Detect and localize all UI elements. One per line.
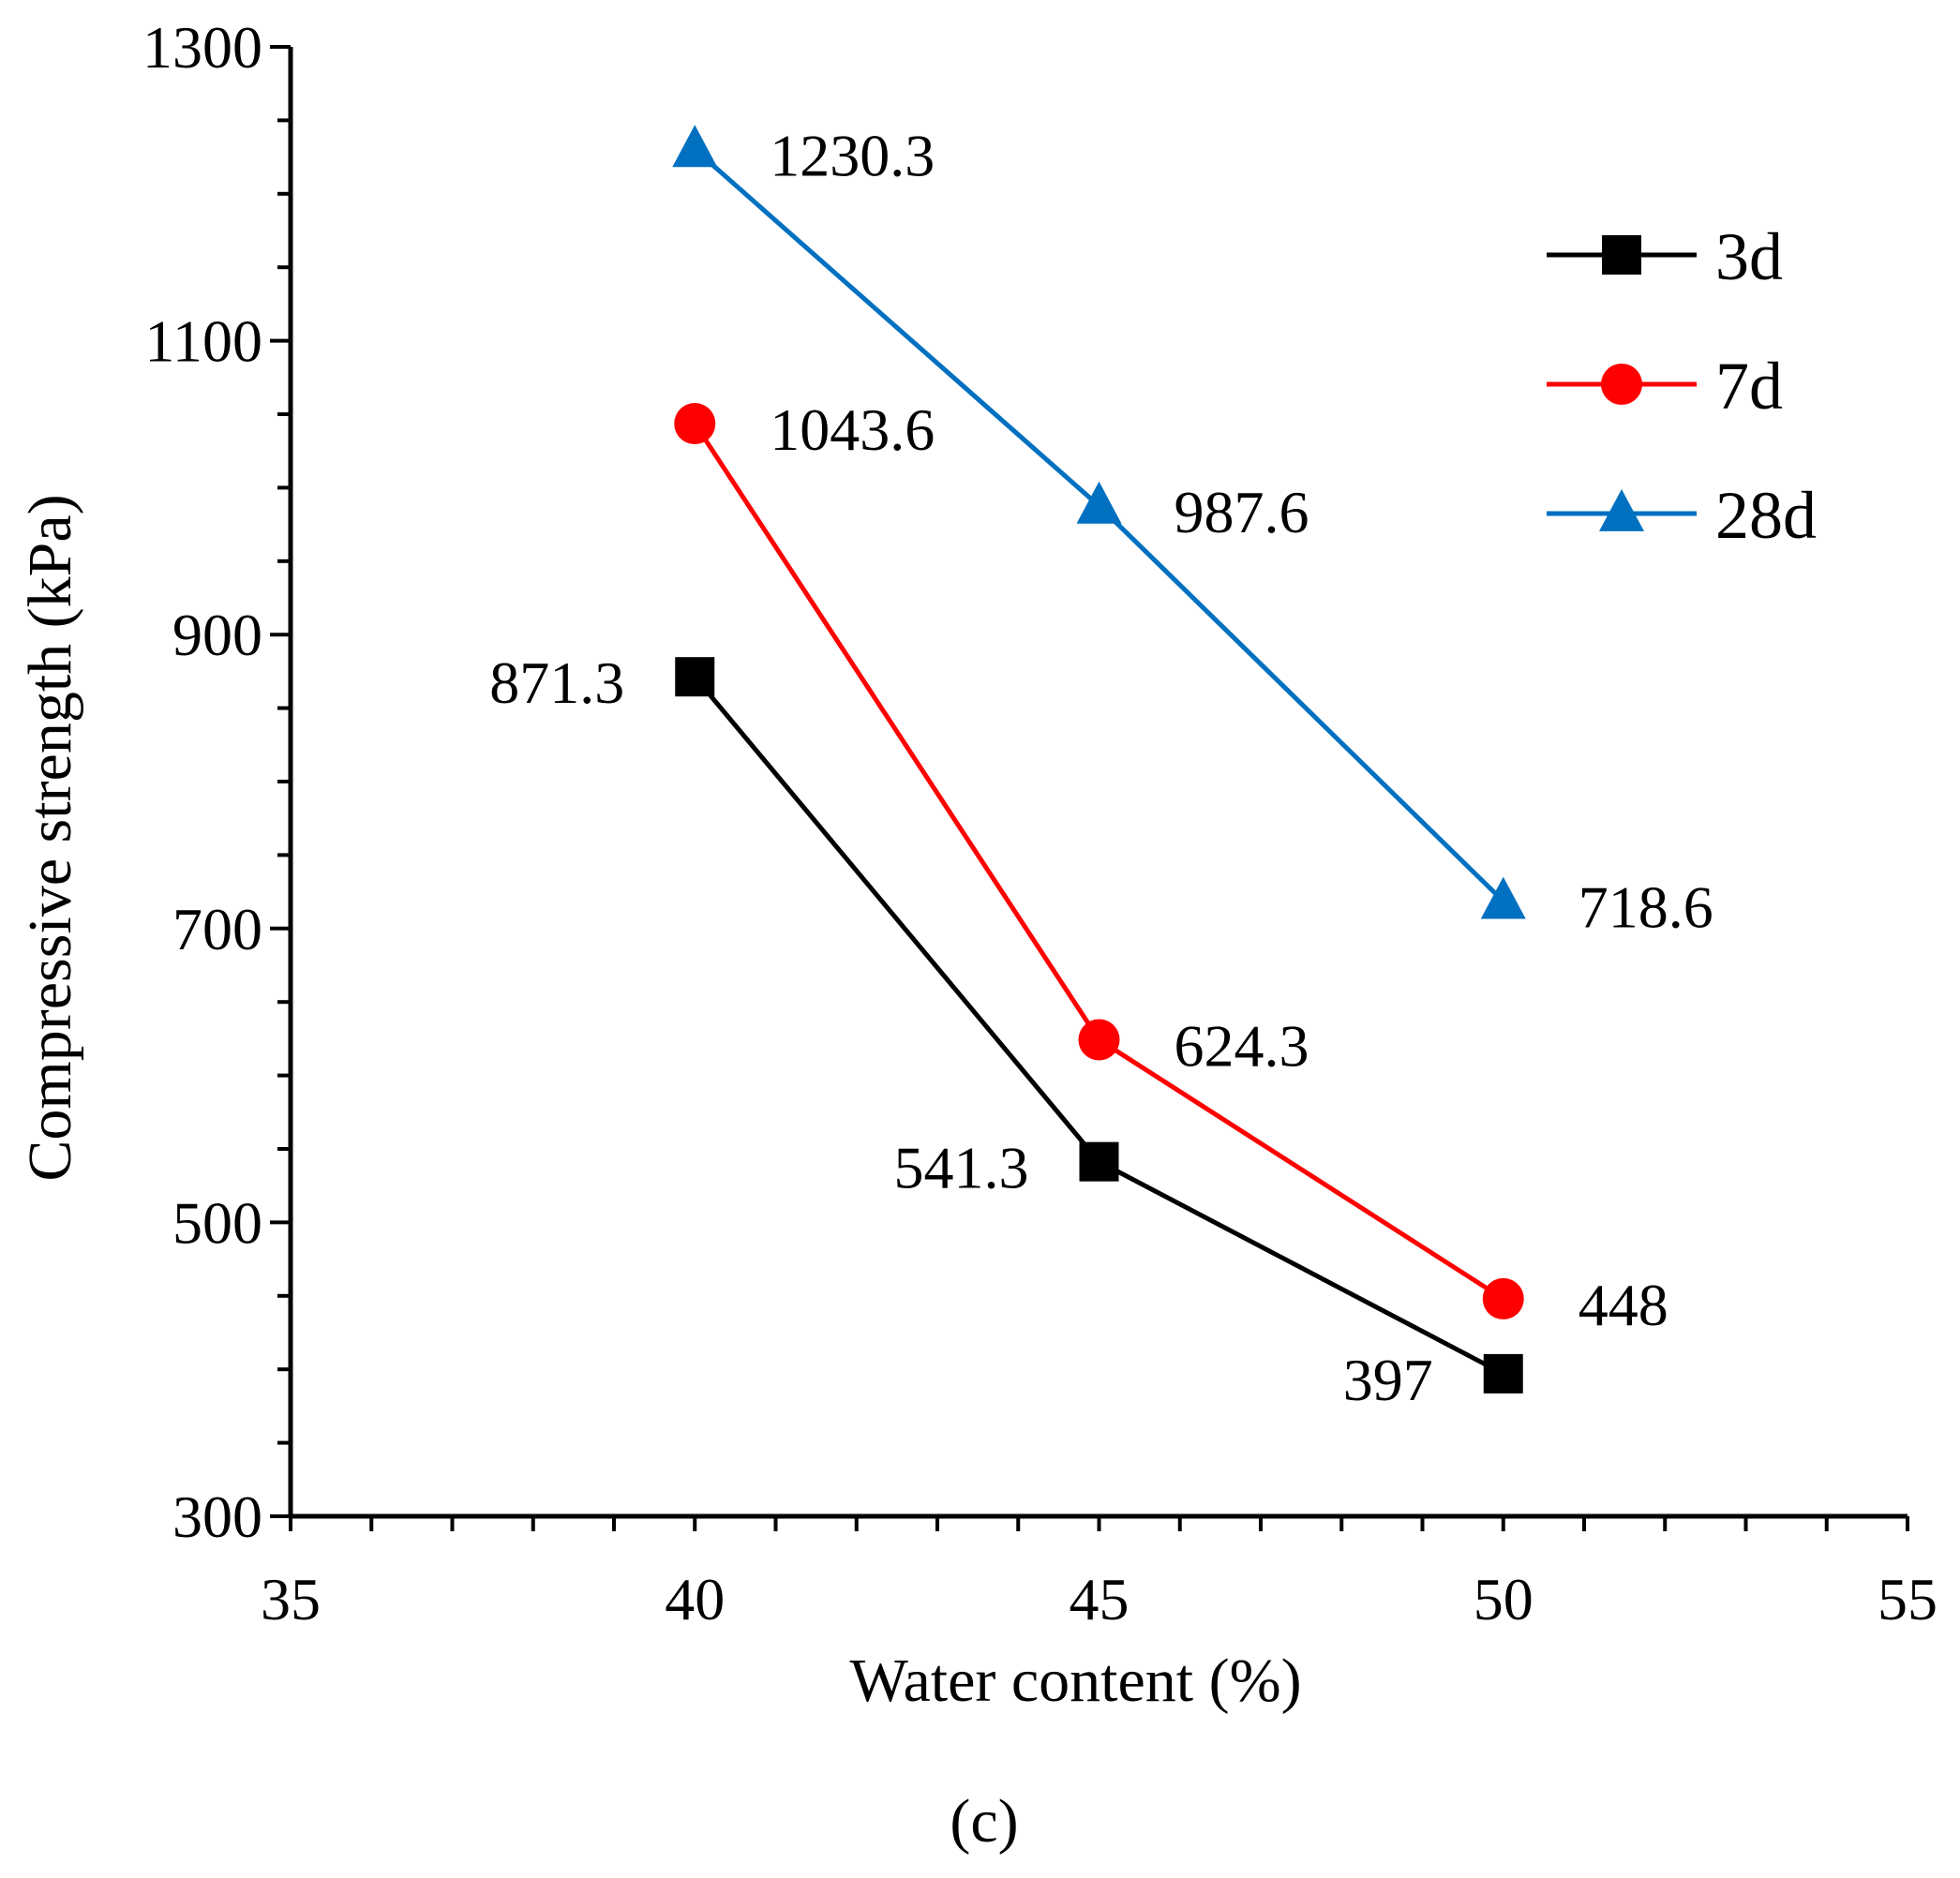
panel-label: (c) [950, 1787, 1018, 1856]
series-7d [674, 403, 1524, 1319]
legend-item-28d: 28d [1547, 478, 1817, 553]
data-point-7d [674, 403, 716, 445]
data-point-3d [1483, 1353, 1523, 1394]
legend-marker-7d [1601, 364, 1642, 405]
data-point-3d [675, 657, 715, 697]
legend-label-3d: 3d [1715, 219, 1783, 294]
data-label-28d: 987.6 [1175, 479, 1309, 545]
series-3d [675, 657, 1523, 1394]
data-point-3d [1079, 1141, 1119, 1182]
data-label-7d: 624.3 [1175, 1012, 1309, 1079]
x-tick-label: 40 [665, 1566, 725, 1632]
data-label-7d: 1043.6 [770, 396, 935, 463]
series-layer [672, 125, 1526, 1394]
x-axis-title: Water content (%) [849, 1647, 1301, 1715]
series-line-28d [693, 147, 1505, 903]
legend: 3d 7d 28d [1547, 219, 1817, 553]
y-tick-label: 500 [172, 1189, 262, 1256]
series-28d [672, 125, 1526, 919]
x-tick-label: 45 [1070, 1566, 1130, 1632]
y-tick-label: 1100 [144, 308, 262, 375]
data-label-7d: 448 [1578, 1272, 1668, 1338]
y-tick-label: 1300 [142, 14, 262, 81]
data-label-3d: 541.3 [894, 1135, 1029, 1201]
x-tick-label: 55 [1878, 1566, 1938, 1632]
legend-marker-28d [1599, 488, 1644, 531]
y-tick-label: 300 [172, 1483, 262, 1550]
data-labels: 871.3 541.3 397 1043.6 624.3 448 1230.3 987.6 71… [489, 122, 1713, 1413]
x-tick-label: 35 [261, 1566, 321, 1632]
legend-item-7d: 7d [1547, 349, 1783, 424]
data-point-7d [1078, 1019, 1120, 1061]
data-point-7d [1482, 1277, 1524, 1319]
y-tick-label: 900 [172, 602, 262, 668]
data-label-28d: 1230.3 [770, 122, 935, 188]
data-point-28d [1480, 876, 1526, 919]
data-label-3d: 397 [1343, 1347, 1433, 1413]
data-label-28d: 718.6 [1578, 874, 1713, 941]
x-tick-label: 50 [1474, 1566, 1534, 1632]
axes: 35 40 45 50 55 300 500 700 900 1100 1300 [142, 14, 1938, 1632]
legend-marker-3d [1602, 235, 1641, 275]
data-point-28d [672, 125, 718, 168]
legend-label-7d: 7d [1715, 349, 1783, 424]
y-tick-label: 700 [172, 896, 262, 962]
legend-label-28d: 28d [1715, 478, 1817, 553]
data-label-3d: 871.3 [489, 649, 624, 716]
legend-item-3d: 3d [1547, 219, 1783, 294]
data-point-28d [1076, 481, 1122, 524]
y-axis-title: Compressive strength (kPa) [16, 494, 84, 1181]
